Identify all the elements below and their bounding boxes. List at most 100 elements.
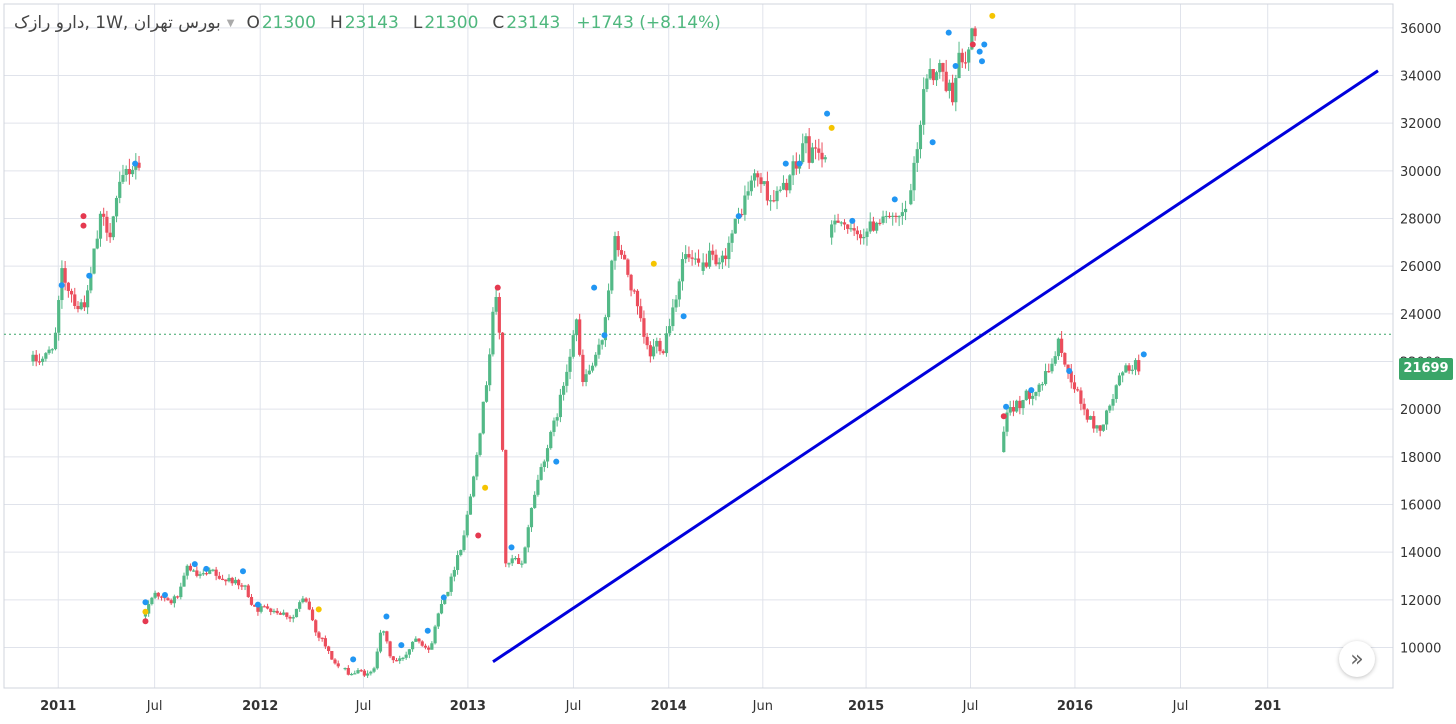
x-tick-label: Jul xyxy=(146,699,163,714)
candle-body xyxy=(846,224,850,229)
candle-body xyxy=(491,311,495,355)
candle-body xyxy=(214,569,218,576)
candle xyxy=(417,638,421,644)
candle xyxy=(320,637,324,642)
candle xyxy=(707,242,712,269)
candle xyxy=(272,608,276,614)
y-tick-label: 26000 xyxy=(1400,260,1441,275)
candle-body xyxy=(568,356,572,372)
candle xyxy=(285,612,289,620)
candle xyxy=(246,583,250,598)
candle xyxy=(542,459,546,472)
candle xyxy=(597,338,601,359)
candle-body xyxy=(404,654,408,658)
candle xyxy=(552,417,556,437)
candle-body xyxy=(31,354,35,362)
chevron-down-icon[interactable]: ▼ xyxy=(226,17,235,29)
x-tick-label: 2014 xyxy=(651,699,687,714)
candle-body xyxy=(349,673,354,676)
signal-marker xyxy=(80,222,87,229)
candle xyxy=(578,313,582,357)
candle xyxy=(359,668,363,673)
candle xyxy=(1105,409,1109,430)
signal-marker xyxy=(1028,387,1035,394)
candle xyxy=(131,165,135,177)
candle xyxy=(237,578,241,590)
candle xyxy=(693,252,697,265)
candle xyxy=(671,298,675,331)
candle xyxy=(759,172,763,193)
candle-body xyxy=(680,259,685,282)
candle-body xyxy=(578,319,582,355)
signal-marker xyxy=(981,41,988,48)
candle xyxy=(922,77,926,135)
candle-body xyxy=(237,579,241,586)
candle-body xyxy=(1034,392,1038,396)
candle-body xyxy=(642,318,646,337)
candle-body xyxy=(433,626,437,644)
candle-body xyxy=(720,255,725,263)
candle xyxy=(37,353,42,366)
candle xyxy=(912,156,916,201)
x-tick-label: Jul xyxy=(1172,699,1189,714)
candle-body xyxy=(836,220,840,223)
candle-body xyxy=(690,257,694,259)
candle-body xyxy=(613,236,617,261)
candle xyxy=(394,657,399,662)
candle xyxy=(57,295,61,341)
y-tick-label: 10000 xyxy=(1400,641,1441,656)
y-tick-label: 34000 xyxy=(1400,69,1441,84)
candle-body xyxy=(275,610,279,614)
signal-marker xyxy=(735,213,742,220)
candle xyxy=(1021,399,1025,415)
candle xyxy=(369,670,373,676)
candle xyxy=(50,348,54,354)
candle-body xyxy=(50,349,54,351)
candle xyxy=(632,288,636,294)
candle xyxy=(298,600,302,612)
candle-body xyxy=(1043,371,1048,385)
candle xyxy=(752,169,757,188)
candle xyxy=(79,298,83,311)
candle xyxy=(746,181,750,200)
candle-body xyxy=(182,575,186,587)
candle-body xyxy=(875,222,879,231)
candle xyxy=(336,660,340,669)
candle xyxy=(108,223,112,243)
candle-body xyxy=(259,606,263,612)
candle-body xyxy=(765,181,769,201)
candle xyxy=(53,327,58,351)
candle-body xyxy=(658,340,662,352)
symbol-title[interactable]: بورس تهران ,1W ,دارو رازک xyxy=(14,13,221,33)
candle xyxy=(304,597,308,603)
candle xyxy=(900,202,904,225)
candle-body xyxy=(661,351,665,354)
candle-body xyxy=(1002,431,1006,453)
y-tick-label: 24000 xyxy=(1400,308,1441,323)
candle-body xyxy=(934,72,939,81)
candle xyxy=(915,142,919,173)
high-label: H xyxy=(329,13,343,33)
candle-body xyxy=(664,333,669,354)
candle-body xyxy=(756,173,760,178)
candle xyxy=(1108,404,1112,414)
candle xyxy=(781,175,786,191)
candle xyxy=(1005,406,1009,437)
candle xyxy=(526,524,530,553)
candle-body xyxy=(749,180,753,192)
candle-body xyxy=(343,667,347,670)
candle xyxy=(909,183,913,206)
candle xyxy=(523,546,527,564)
candle-body xyxy=(314,620,318,633)
signal-marker xyxy=(142,599,149,606)
candle-body xyxy=(310,609,315,621)
scroll-to-realtime-button[interactable]: » xyxy=(1339,641,1375,677)
candle xyxy=(201,569,205,576)
candle-body xyxy=(606,290,611,318)
candle xyxy=(150,596,154,606)
candle-body xyxy=(256,606,260,612)
candle-body xyxy=(587,370,591,375)
candle xyxy=(253,604,257,607)
